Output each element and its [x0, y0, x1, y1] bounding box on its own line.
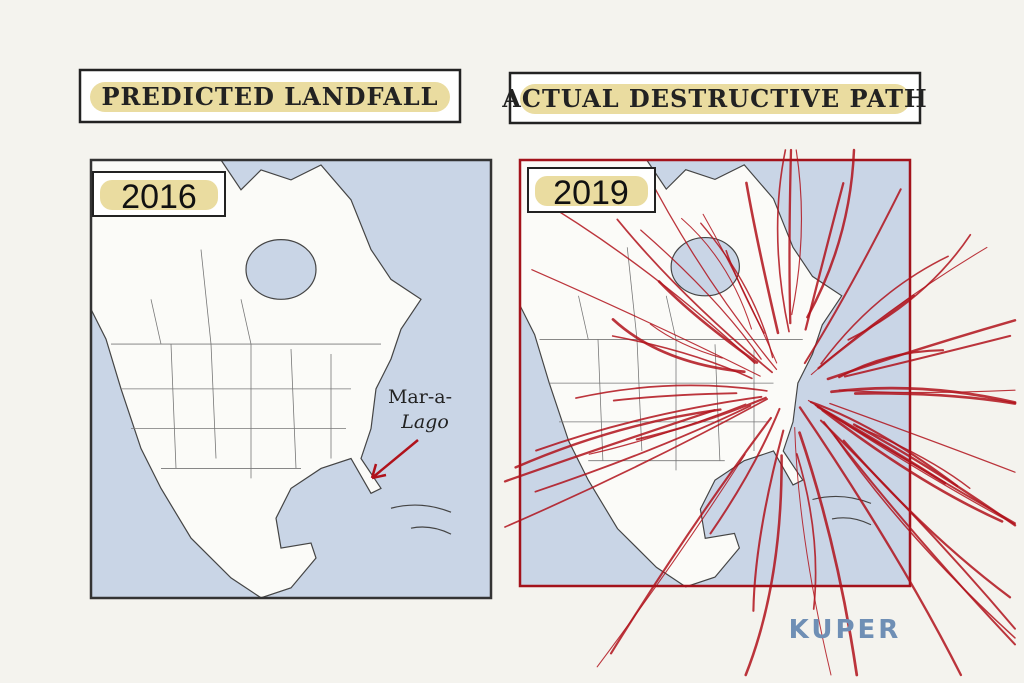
- scribble-line: [833, 434, 1016, 639]
- scribble-line: [806, 148, 856, 319]
- scribble-line: [616, 218, 773, 374]
- right-panel: ACTUAL DESTRUCTIVE PATH 2019: [501, 71, 1017, 677]
- map: [90, 159, 492, 599]
- scribble-line: [503, 409, 716, 483]
- scribble-line: [843, 334, 1012, 378]
- left-panel: PREDICTED LANDFALL 2016 Mar-a- Lago: [78, 68, 493, 600]
- scribble-line: [776, 149, 790, 333]
- scribble-line: [819, 419, 1016, 630]
- scribble-line: [822, 421, 1016, 646]
- scribble-line: [681, 217, 753, 330]
- scribble-line: [709, 407, 781, 535]
- scribble-line: [810, 246, 988, 376]
- destruction-lines: [503, 148, 1017, 677]
- scribble-line: [798, 406, 963, 677]
- scribble-line: [745, 181, 780, 335]
- map-frame: [518, 158, 912, 588]
- scribble-line: [829, 402, 1016, 473]
- scribble-line: [596, 453, 746, 668]
- scribble-line: [649, 323, 723, 359]
- heading: ACTUAL DESTRUCTIVE PATH: [501, 84, 927, 113]
- annotation-line: Mar-a-: [388, 386, 452, 408]
- scribble-line: [752, 429, 785, 612]
- scribble-line: [855, 425, 971, 490]
- scribble-line: [504, 398, 769, 528]
- scribble-line: [853, 392, 1017, 405]
- scribble-line: [820, 255, 949, 365]
- scribble-line: [821, 408, 1004, 523]
- scribble-line: [804, 182, 845, 331]
- scribble-line: [744, 454, 783, 677]
- scribble-line: [640, 229, 762, 360]
- scribble-line: [803, 188, 902, 365]
- arrow: [370, 439, 419, 480]
- scribble-line: [611, 318, 746, 374]
- scribble-line: [514, 408, 722, 469]
- scribble-line: [534, 404, 752, 493]
- annotation-line: Lago: [400, 411, 449, 433]
- scribble-line: [531, 269, 761, 377]
- scribble-line: [588, 403, 747, 455]
- year: 2016: [121, 178, 197, 216]
- scribble-line: [838, 349, 945, 379]
- scribble-line: [611, 335, 753, 380]
- scribble-line: [798, 431, 859, 677]
- scribble-line: [796, 453, 817, 610]
- scribble-line: [575, 384, 768, 399]
- scribble-line: [643, 168, 778, 371]
- scribble-line: [700, 222, 774, 359]
- map-frame: [89, 158, 493, 600]
- heading: PREDICTED LANDFALL: [102, 82, 439, 111]
- scribble-line: [816, 405, 947, 485]
- scribble-line: [657, 280, 759, 364]
- signature: KUPER: [789, 615, 902, 645]
- year: 2019: [553, 174, 629, 212]
- scribble-line: [791, 149, 803, 316]
- scribble-line: [612, 392, 738, 402]
- scribble-line: [809, 400, 959, 488]
- scribble-line: [725, 250, 765, 334]
- heading-highlight: [90, 82, 450, 112]
- scribble-line: [794, 427, 832, 676]
- scribble-line: [635, 396, 767, 441]
- scribble-line: [838, 389, 1016, 394]
- scribble-line: [830, 386, 1017, 404]
- scribble-line: [788, 148, 793, 325]
- heading-highlight: [520, 84, 910, 114]
- scribble-line: [847, 233, 972, 341]
- scribble-line: [535, 395, 763, 452]
